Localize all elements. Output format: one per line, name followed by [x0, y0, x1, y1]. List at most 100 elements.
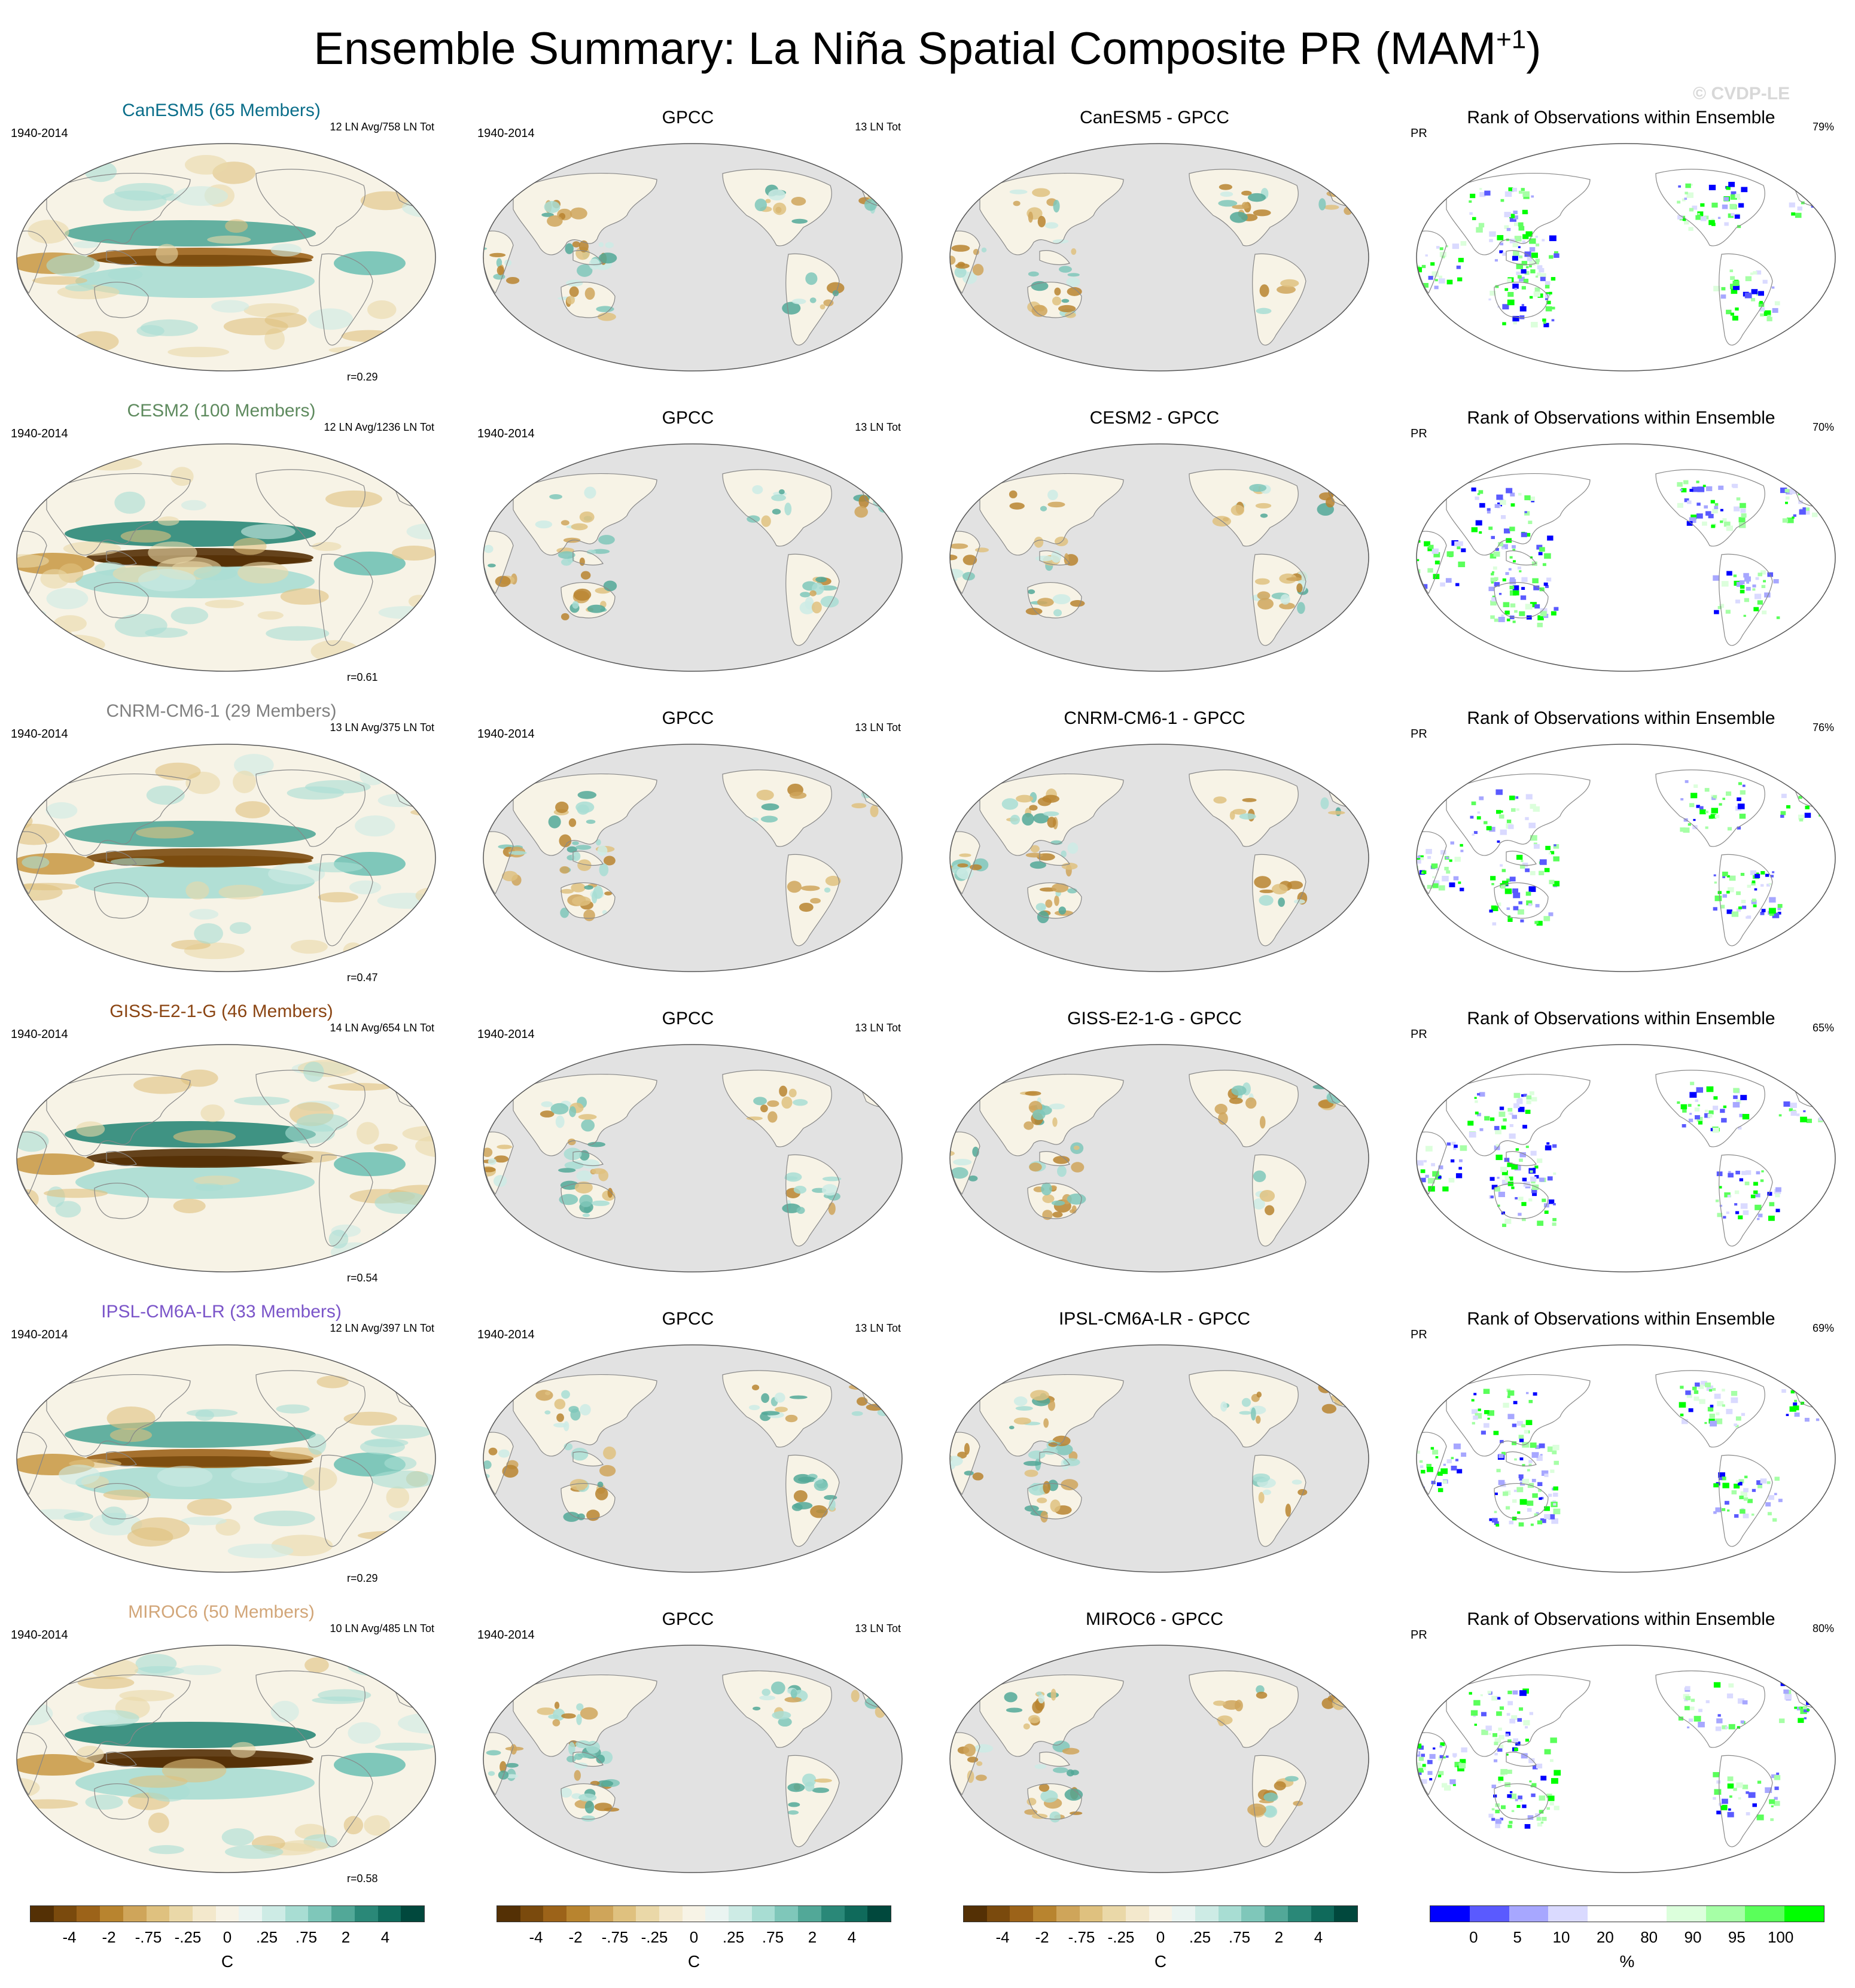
precip-anomaly-blob: [602, 910, 607, 915]
coastline: [1039, 851, 1070, 866]
coastline: [1252, 553, 1306, 646]
rank-cell: [1551, 277, 1556, 281]
rank-cell: [1740, 585, 1745, 589]
coastline: [979, 1675, 1124, 1757]
rank-cell: [1692, 1386, 1697, 1390]
rank-cell: [1528, 903, 1532, 906]
rank-cell: [1830, 1396, 1834, 1399]
rank-cell: [1525, 604, 1533, 610]
rank-cell: [1478, 490, 1484, 494]
precip-anomaly-blob: [17, 342, 73, 358]
colorbar-tick-label: 20: [1596, 1928, 1614, 1946]
precip-anomaly-blob: [981, 247, 987, 253]
precip-anomaly-blob: [280, 588, 329, 605]
precip-anomaly-blob: [950, 568, 964, 579]
precip-anomaly-blob: [1241, 1398, 1251, 1407]
rank-cell: [1689, 1092, 1697, 1098]
rank-cell: [1509, 577, 1515, 582]
land-area: [483, 1733, 513, 1795]
rank-cell: [1716, 1810, 1721, 1815]
rank-cell: [1770, 875, 1774, 878]
rank-cell: [1533, 291, 1541, 297]
rank-cell: [1461, 1747, 1467, 1753]
precip-anomaly-blob: [348, 1722, 381, 1744]
rank-cell: [1494, 577, 1498, 581]
rank-cell: [1549, 291, 1552, 295]
colorbar-tick-label: 0: [223, 1928, 232, 1946]
precip-anomaly-blob: [1009, 1426, 1015, 1430]
precip-anomaly-blob: [1052, 1117, 1058, 1127]
precip-anomaly-blob: [953, 1158, 972, 1165]
precip-anomaly-blob: [1031, 1482, 1039, 1491]
rank-percent-label: 79%: [1812, 121, 1834, 133]
rank-cell: [1529, 1091, 1534, 1095]
coastline: [1655, 169, 1765, 246]
coastline: [319, 1454, 373, 1547]
rank-cell: [1521, 1424, 1525, 1427]
precip-anomaly-blob: [596, 1754, 605, 1764]
rank-cell: [1689, 489, 1693, 492]
coastline: [722, 169, 832, 246]
rank-cell: [1685, 780, 1689, 783]
rank-cell: [1826, 1111, 1833, 1117]
precip-anomaly-blob: [1041, 1182, 1052, 1196]
precip-anomaly-blob: [789, 1395, 808, 1399]
obs-map: [477, 443, 903, 672]
rank-cell: [1814, 1677, 1820, 1683]
colorbar-swatch: [123, 1906, 147, 1922]
rank-cell: [1507, 1701, 1513, 1706]
rank-cell: [1751, 298, 1756, 302]
rank-cell: [1495, 1809, 1500, 1813]
coastline: [1494, 582, 1549, 619]
precip-anomaly-blob: [357, 1531, 422, 1541]
rank-cell: [1491, 1817, 1495, 1821]
coastline: [572, 550, 604, 566]
rank-cell: [1414, 844, 1417, 846]
rank-cell: [1495, 1819, 1501, 1824]
coastline: [1446, 774, 1591, 856]
precip-anomaly-blob: [771, 494, 787, 501]
rank-cell: [1417, 267, 1423, 273]
rank-cell: [1680, 489, 1683, 491]
precip-anomaly-blob: [477, 562, 480, 573]
precip-anomaly-blob: [483, 544, 494, 553]
rank-cell: [1547, 1176, 1553, 1181]
coastline: [106, 1752, 137, 1767]
rank-cell: [1756, 1480, 1762, 1485]
precip-anomaly-blob: [17, 1130, 49, 1152]
precip-anomaly-blob: [1348, 190, 1361, 197]
rank-cell: [1493, 1759, 1498, 1762]
rank-cell: [1469, 1131, 1476, 1138]
rank-cell: [1713, 1483, 1719, 1488]
rank-cell: [1417, 842, 1418, 846]
precip-anomaly-blob: [1327, 811, 1345, 815]
precip-anomaly-blob: [957, 863, 968, 868]
rank-cell: [1494, 1738, 1501, 1743]
precip-anomaly-blob: [488, 1447, 498, 1456]
coastline: [255, 769, 365, 847]
rank-cell: [1498, 1479, 1505, 1485]
precip-anomaly-blob: [1053, 1767, 1068, 1773]
rank-cell: [1740, 790, 1746, 795]
rank-cell: [1479, 1128, 1484, 1131]
rank-cell: [1767, 315, 1771, 318]
precip-anomaly-blob: [496, 258, 502, 268]
precip-anomaly-blob: [954, 266, 967, 278]
precip-anomaly-blob: [1052, 296, 1062, 306]
coastline: [1027, 1182, 1082, 1219]
rank-cell: [1734, 214, 1740, 219]
coastline: [785, 1755, 840, 1847]
rank-cell: [1715, 1418, 1723, 1424]
precip-anomaly-blob: [782, 1203, 801, 1213]
rank-cell: [1472, 217, 1476, 220]
rank-cell: [1712, 509, 1718, 514]
colorbar-swatch: [867, 1906, 891, 1922]
rank-cell: [1514, 610, 1518, 613]
precip-anomaly-blob: [748, 1405, 760, 1411]
rank-cell: [1788, 473, 1792, 476]
coastline: [319, 553, 373, 646]
precip-anomaly-blob: [1024, 1505, 1039, 1512]
precip-anomaly-blob: [233, 771, 256, 793]
rank-cell: [1421, 1469, 1425, 1474]
rank-cell: [1696, 1087, 1704, 1093]
